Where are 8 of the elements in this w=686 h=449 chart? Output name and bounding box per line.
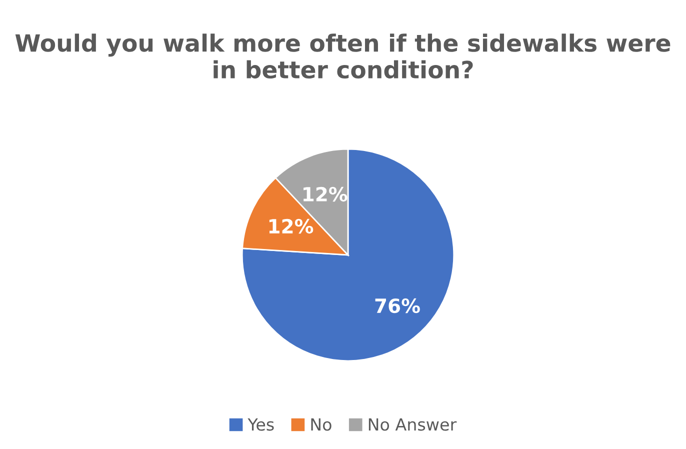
data-label: 12% [304,186,348,202]
legend-label: Yes [248,418,274,431]
pie-slice [241,148,455,362]
legend-label: No [311,418,332,431]
chart-title: Would you walk more often if the sidewalks were in better condition? [15,34,670,79]
legend-label: No Answer [368,418,457,431]
data-label: 12% [269,218,314,234]
data-label: 76% [375,298,420,314]
